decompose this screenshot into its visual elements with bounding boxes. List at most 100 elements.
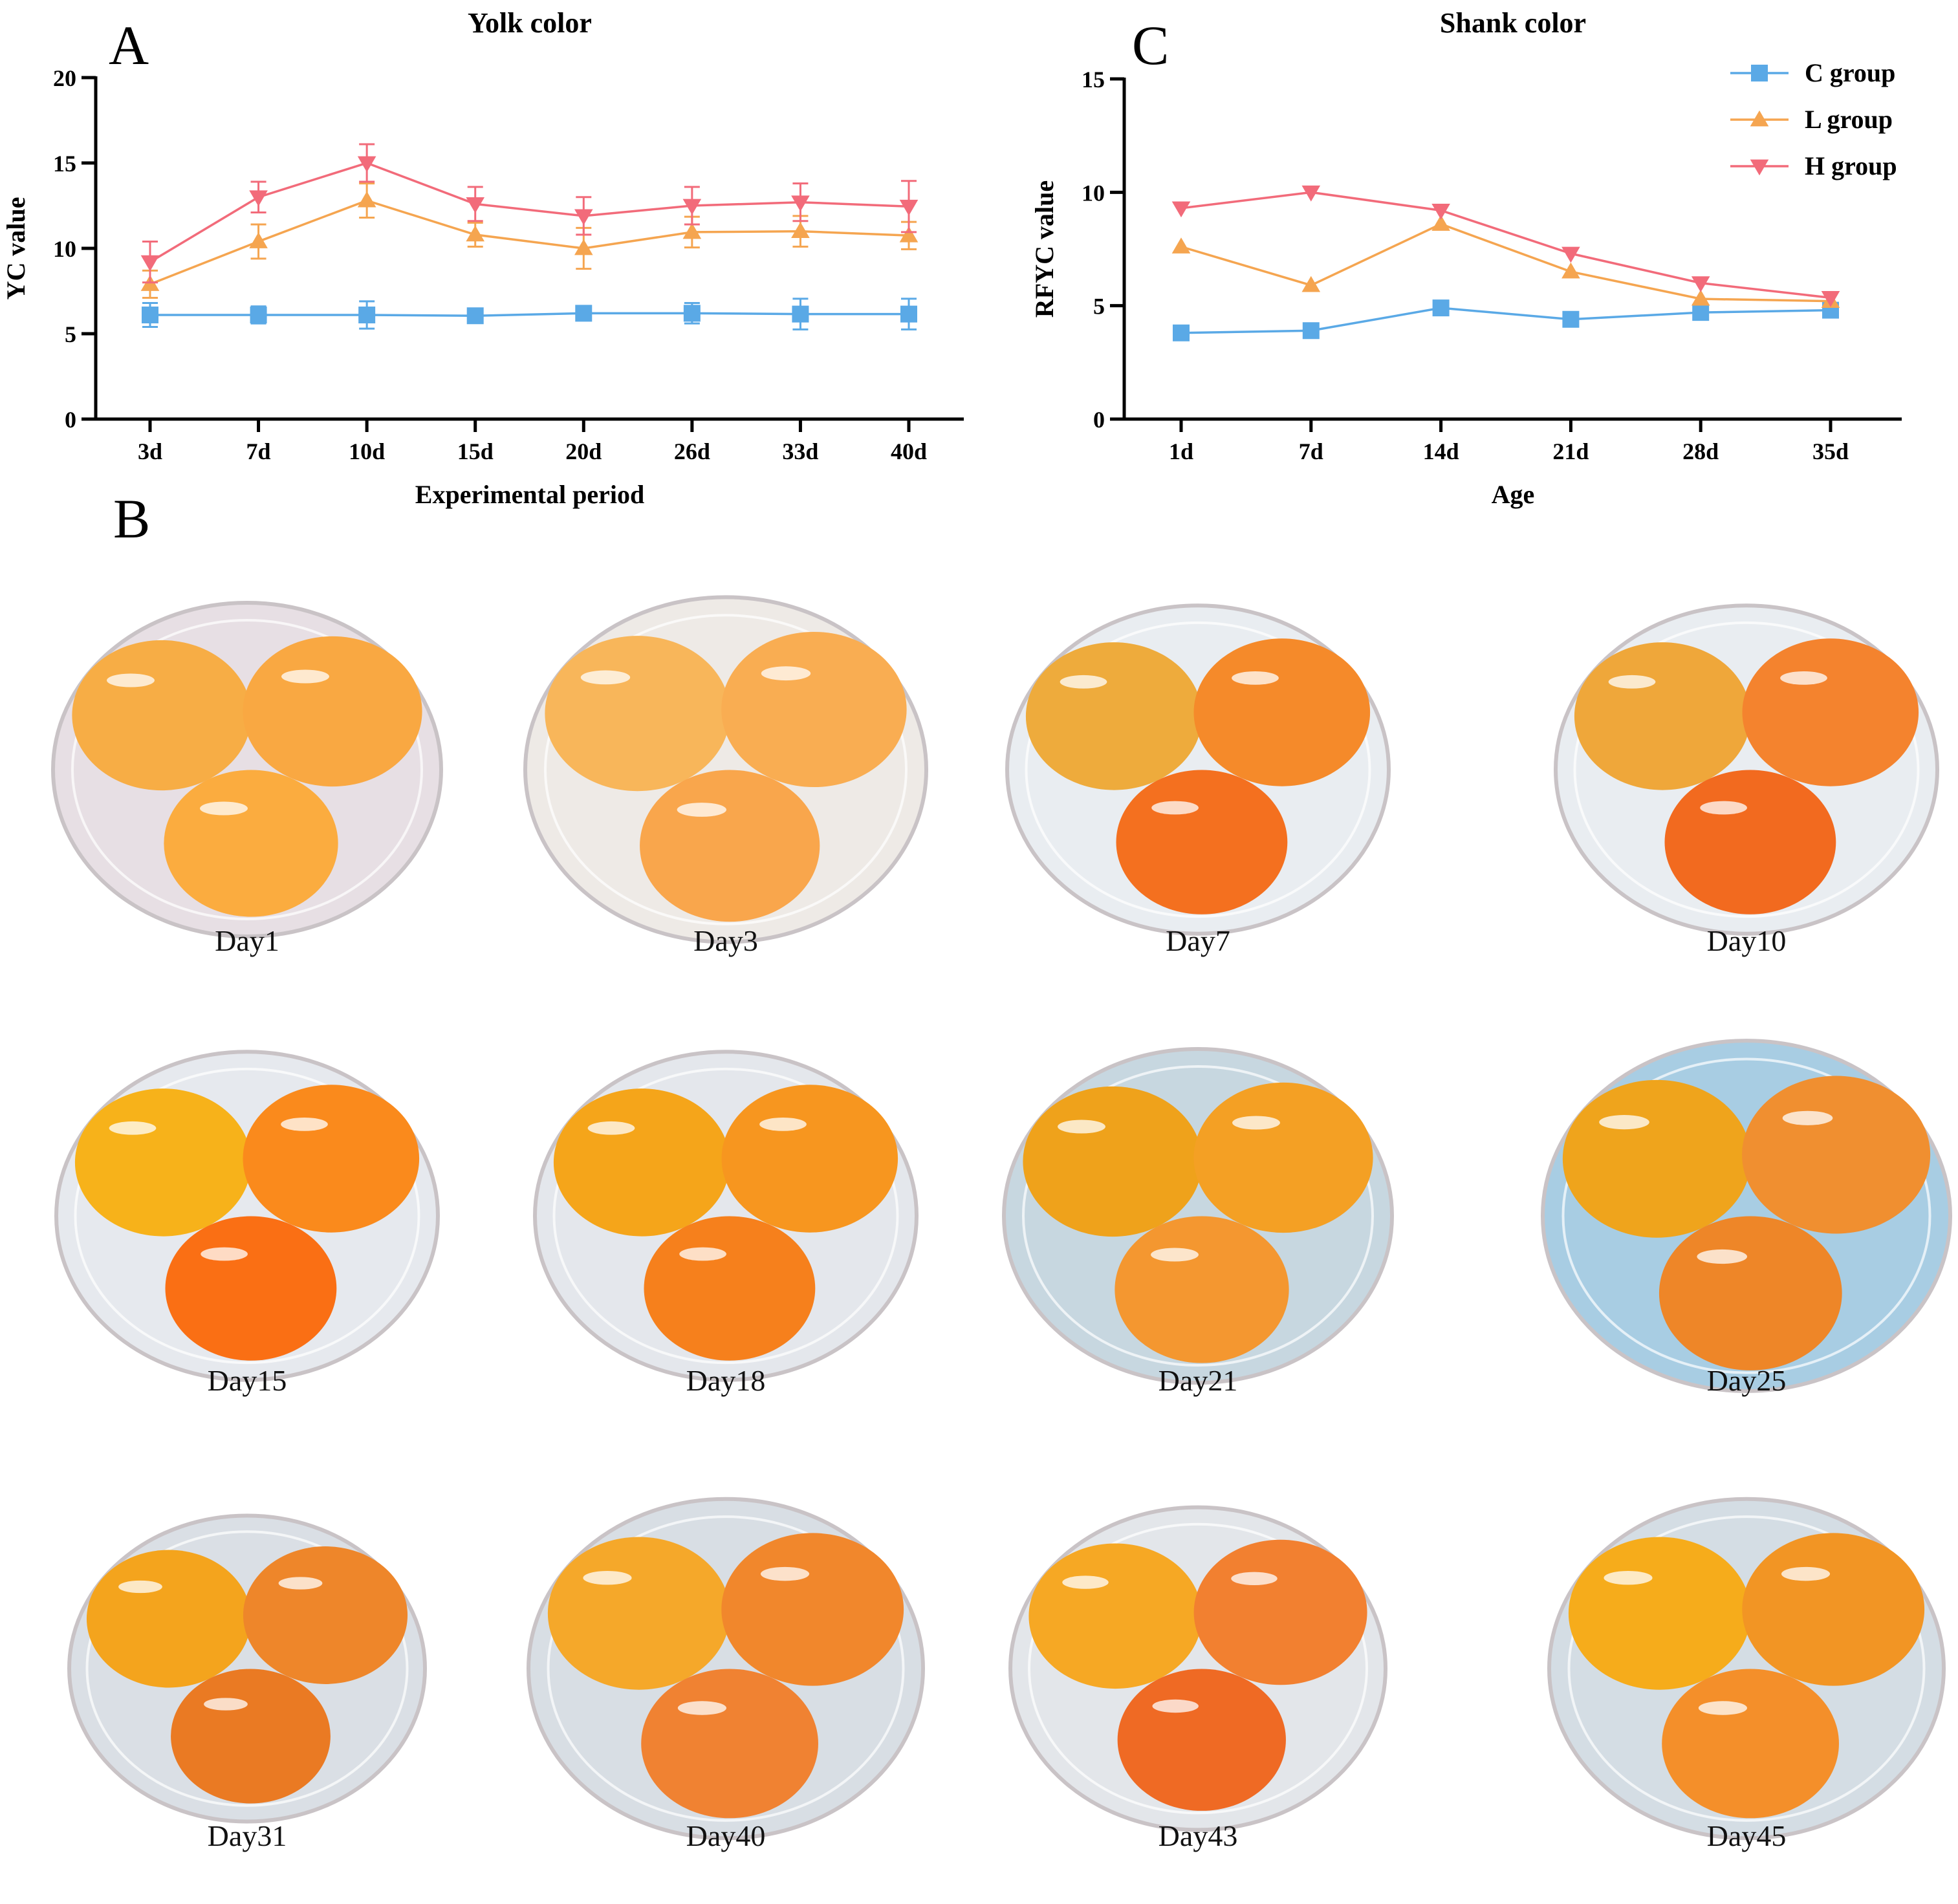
dish-rim [1025,621,1371,918]
photo-label: Day21 [1158,1364,1238,1397]
shank-data-point-l-group [1301,276,1321,292]
photo-label: Day3 [693,924,758,957]
shank-y-tick-label: 5 [1093,294,1105,319]
photo-label: Day25 [1706,1364,1787,1397]
dish-rim [544,614,908,925]
yolk-highlight [761,666,811,681]
dish-rim [1022,1065,1374,1367]
yolk-data-point-l-group [249,232,268,248]
yolk-highlight [281,669,329,684]
shank-data-point-h-group [1561,246,1580,263]
yolk-x-tick-label: 40d [891,438,927,464]
yolk [1574,642,1751,790]
photo-label: Day7 [1166,924,1230,957]
yolk [1662,1669,1839,1819]
yolk [640,770,820,922]
shank-x-tick-label: 14d [1423,438,1459,464]
yolk-series-line-c-group [150,312,909,318]
yolk [1117,1669,1286,1811]
yolk-data-point-l-group [574,239,593,255]
yolk-data-point-h-group [357,156,376,173]
yolk-data-point-h-group [791,195,810,212]
legend-label-c-group: C group [1805,58,1895,87]
photo-label: Day45 [1706,1819,1787,1852]
shank-data-point-c-group [1302,322,1320,340]
shank-data-point-l-group [1431,215,1450,231]
yolk-highlight [1151,1248,1199,1262]
yolk-x-tick-label: 33d [782,438,818,464]
yolk [644,1216,816,1361]
yolk-data-point-l-group [682,222,702,239]
shank-series-line-l-group [1180,222,1831,303]
shank-x-axis-label: Age [1492,480,1535,509]
yolk [1742,638,1919,786]
yolk-y-tick-label: 0 [65,407,76,433]
yolk-data-point-c-group [575,305,593,322]
yolk [1562,1079,1751,1238]
dish-rim [1561,1057,1931,1374]
yolk-photo [1547,1497,1946,1841]
yolk-highlight [1058,1120,1105,1134]
shank-x-tick-label: 35d [1812,438,1849,464]
yolk-data-point-c-group [358,306,376,323]
shank-y-tick-label: 15 [1082,67,1105,92]
yolk-photo [527,1497,925,1841]
yolk [1115,1216,1289,1363]
charts-canvas: Yolk color 0 5 10 15 20 3d 7d 10d 15d 20d 26d 33d 40d… [1,7,1902,509]
yolk-x-tick-label: 20d [565,438,602,464]
yolk [243,1085,420,1233]
yolk-highlight [1232,1116,1280,1130]
shank-x-tick-label: 28d [1682,438,1719,464]
photo-label: Day40 [686,1819,766,1852]
yolk [641,1669,818,1819]
yolk-data-point-c-group [142,306,158,323]
yolk [721,1085,898,1233]
shank-data-point-c-group [1173,324,1190,341]
yolk [1664,770,1836,914]
shank-x-tick-label: 1d [1169,438,1193,464]
yolk [1025,642,1202,790]
yolk-photo [1541,1039,1952,1393]
yolk-data-point-c-group [250,306,267,323]
yolk [171,1669,331,1804]
yolk-highlight [1151,801,1199,815]
yolk-highlight [583,1570,632,1585]
yolk-highlight [1700,801,1747,815]
yolk-highlight [580,670,631,685]
legend-marker-c-group [1751,65,1768,81]
yolk-highlight [1608,675,1656,689]
photo-label: Day15 [207,1364,287,1397]
yolk-highlight [1781,1566,1831,1581]
shank-data-point-c-group [1562,310,1580,328]
yolk [165,1216,337,1361]
dish-rim [552,1067,899,1365]
yolk-highlight [278,1577,323,1590]
yolk-highlight [281,1118,328,1131]
shank-data-point-l-group [1561,262,1580,279]
yolk-data-point-c-group [683,305,701,322]
yolk-photo [1002,1047,1394,1385]
yolk-photo [533,1050,919,1382]
yolk [1193,1539,1367,1685]
yolk [74,1088,252,1237]
yolk-chart-title: Yolk color [468,7,592,39]
yolk [721,631,907,788]
yolk-y-tick-label: 5 [65,321,76,347]
dish-rim [85,1530,409,1807]
yolk [1023,1086,1202,1237]
yolk-highlight [118,1580,162,1594]
yolk-data-point-c-group [466,307,484,325]
photo-label: Day18 [686,1364,766,1397]
dish-rim [1573,621,1920,918]
yolk [164,770,338,917]
yolk-x-tick-label: 15d [457,438,494,464]
shank-data-point-l-group [1171,237,1191,254]
shank-data-point-h-group [1301,185,1321,202]
legend-label-h-group: H group [1805,151,1897,180]
yolk-highlight [1782,1110,1833,1125]
yolk [1193,638,1371,786]
yolk [1568,1537,1751,1690]
yolk-data-point-h-group [574,209,593,226]
shank-data-point-c-group [1432,299,1450,317]
yolk [547,1537,730,1690]
